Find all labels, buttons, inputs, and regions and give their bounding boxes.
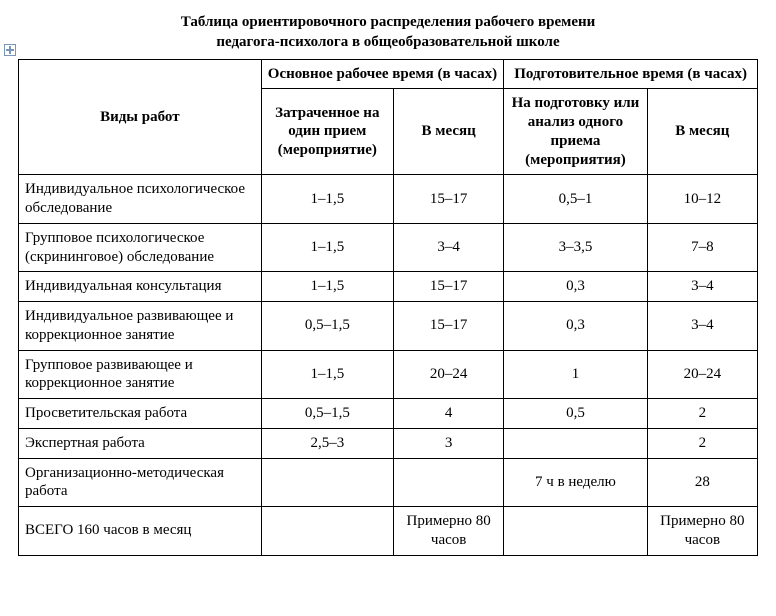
table-row: Экспертная работа 2,5–3 3 2	[19, 428, 758, 458]
row-val-d: 3–4	[647, 272, 757, 302]
table-title: Таблица ориентировочного распределения р…	[18, 12, 758, 53]
row-val-b: 3–4	[393, 223, 503, 272]
header-work-types: Виды работ	[19, 59, 262, 175]
table-row: Индивидуальная консультация 1–1,5 15–17 …	[19, 272, 758, 302]
header-per-month-prep: В месяц	[647, 89, 757, 175]
row-val-a: 1–1,5	[261, 175, 393, 224]
row-val-a	[261, 507, 393, 556]
row-val-d: 2	[647, 428, 757, 458]
row-val-c	[504, 428, 647, 458]
table-row: Просветительская работа 0,5–1,5 4 0,5 2	[19, 399, 758, 429]
row-val-b: 20–24	[393, 350, 503, 399]
header-per-month-main: В месяц	[393, 89, 503, 175]
row-val-c: 0,5	[504, 399, 647, 429]
table-row-total: ВСЕГО 160 часов в месяц Примерно 80 часо…	[19, 507, 758, 556]
row-val-c: 0,5–1	[504, 175, 647, 224]
row-val-c: 3–3,5	[504, 223, 647, 272]
row-val-a: 2,5–3	[261, 428, 393, 458]
row-label: Групповое развивающее и коррекционное за…	[19, 350, 262, 399]
row-label: Просветительская работа	[19, 399, 262, 429]
row-val-b: 15–17	[393, 175, 503, 224]
row-val-b: Примерно 80 часов	[393, 507, 503, 556]
header-main-time: Основное рабочее время (в часах)	[261, 59, 504, 89]
row-val-b	[393, 458, 503, 507]
title-line-1: Таблица ориентировочного распределения р…	[181, 14, 596, 30]
row-val-d: 7–8	[647, 223, 757, 272]
header-prep-time: Подготовительное время (в часах)	[504, 59, 758, 89]
row-val-b: 15–17	[393, 302, 503, 351]
table-row: Индивидуальное психологическое обследова…	[19, 175, 758, 224]
row-val-a: 0,5–1,5	[261, 302, 393, 351]
table-row: Организационно-методическая работа 7 ч в…	[19, 458, 758, 507]
row-val-d: 28	[647, 458, 757, 507]
row-val-c: 7 ч в неделю	[504, 458, 647, 507]
header-prep-per-session: На подготовку или анализ одного приема (…	[504, 89, 647, 175]
title-line-2: педагога-психолога в общеобразовательной…	[216, 34, 559, 50]
table-row: Индивидуальное развивающее и коррекционн…	[19, 302, 758, 351]
table-body: Индивидуальное психологическое обследова…	[19, 175, 758, 555]
row-val-b: 15–17	[393, 272, 503, 302]
row-val-a: 0,5–1,5	[261, 399, 393, 429]
row-val-a	[261, 458, 393, 507]
row-label: Экспертная работа	[19, 428, 262, 458]
row-label: Индивидуальное развивающее и коррекционн…	[19, 302, 262, 351]
table-anchor-icon	[4, 44, 16, 56]
row-val-b: 3	[393, 428, 503, 458]
row-val-d: Примерно 80 часов	[647, 507, 757, 556]
row-val-c: 0,3	[504, 302, 647, 351]
row-val-b: 4	[393, 399, 503, 429]
row-label: Групповое психологическое (скрининговое)…	[19, 223, 262, 272]
row-label: Индивидуальная консультация	[19, 272, 262, 302]
header-per-session: Затраченное на один прием (мероприятие)	[261, 89, 393, 175]
row-val-a: 1–1,5	[261, 223, 393, 272]
header-row-1: Виды работ Основное рабочее время (в час…	[19, 59, 758, 89]
row-val-a: 1–1,5	[261, 350, 393, 399]
row-label: ВСЕГО 160 часов в месяц	[19, 507, 262, 556]
row-val-a: 1–1,5	[261, 272, 393, 302]
table-row: Групповое развивающее и коррекционное за…	[19, 350, 758, 399]
row-label: Индивидуальное психологическое обследова…	[19, 175, 262, 224]
work-time-table: Виды работ Основное рабочее время (в час…	[18, 59, 758, 556]
row-val-d: 10–12	[647, 175, 757, 224]
row-label: Организационно-методическая работа	[19, 458, 262, 507]
row-val-c: 1	[504, 350, 647, 399]
row-val-c: 0,3	[504, 272, 647, 302]
table-row: Групповое психологическое (скрининговое)…	[19, 223, 758, 272]
row-val-d: 20–24	[647, 350, 757, 399]
row-val-d: 2	[647, 399, 757, 429]
row-val-c	[504, 507, 647, 556]
row-val-d: 3–4	[647, 302, 757, 351]
